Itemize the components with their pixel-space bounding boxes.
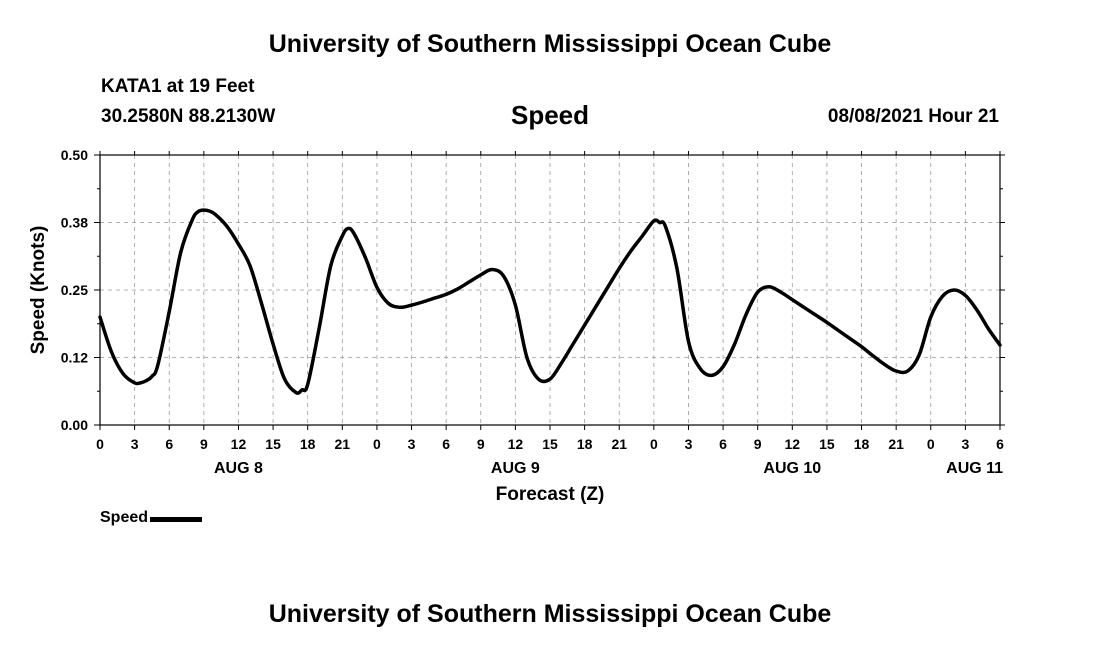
x-tick-label: 18 xyxy=(854,436,870,452)
legend-label: Speed xyxy=(100,509,149,526)
x-tick-label: 6 xyxy=(996,436,1004,452)
ticks-layer xyxy=(94,151,1005,430)
x-tick-label: 15 xyxy=(542,436,558,452)
org-title-bottom: University of Southern Mississippi Ocean… xyxy=(268,600,832,628)
y-tick-label: 0.38 xyxy=(61,215,88,231)
legend-line-swatch xyxy=(150,516,203,522)
x-tick-label: 21 xyxy=(611,436,627,452)
x-tick-label: 9 xyxy=(477,436,485,452)
x-tick-label: 18 xyxy=(577,436,593,452)
x-tick-label: 21 xyxy=(888,436,904,452)
x-tick-label: 0 xyxy=(650,436,658,452)
datetime-label: 08/08/2021 Hour 21 xyxy=(827,106,999,127)
x-tick-label: 15 xyxy=(265,436,281,452)
series-line-speed xyxy=(98,208,1002,395)
x-tick-label: 9 xyxy=(200,436,208,452)
y-axis-title: Speed (Knots) xyxy=(28,226,49,355)
x-tick-label: 6 xyxy=(165,436,173,452)
x-tick-label: 6 xyxy=(719,436,727,452)
x-tick-label: 3 xyxy=(685,436,693,452)
legend: Speed xyxy=(100,509,203,527)
x-tick-label: 0 xyxy=(96,436,104,452)
x-axis-title: Forecast (Z) xyxy=(496,484,605,505)
day-label: AUG 10 xyxy=(763,460,821,477)
x-tick-label: 15 xyxy=(819,436,835,452)
x-tick-label: 3 xyxy=(408,436,416,452)
x-tick-label: 9 xyxy=(754,436,762,452)
x-tick-label: 0 xyxy=(927,436,935,452)
x-tick-label: 18 xyxy=(300,436,316,452)
day-label: AUG 8 xyxy=(214,460,263,477)
y-tick-label: 0.00 xyxy=(61,417,88,433)
x-tick-label: 3 xyxy=(961,436,969,452)
chart-title: Speed xyxy=(510,100,590,130)
coords-label: 30.2580N 88.2130W xyxy=(101,106,276,127)
plot-frame xyxy=(99,154,1001,426)
y-tick-label: 0.25 xyxy=(61,282,88,298)
org-title-top: University of Southern Mississippi Ocean… xyxy=(268,30,832,58)
x-tick-label: 12 xyxy=(231,436,247,452)
grid-layer xyxy=(100,155,1000,425)
x-tick-label: 6 xyxy=(442,436,450,452)
y-tick-label: 0.12 xyxy=(61,350,88,366)
x-tick-label: 21 xyxy=(335,436,351,452)
x-tick-label: 12 xyxy=(785,436,801,452)
x-tick-label: 0 xyxy=(373,436,381,452)
x-tick-label: 12 xyxy=(508,436,524,452)
day-label: AUG 11 xyxy=(946,460,1003,477)
label-layer: 0 3 6 9 12 15 18 21 0 3 6 9 12 15 18 21 0 3 6 9 12 15 18 21 0 3 6 0… xyxy=(28,147,1004,505)
x-tick-label: 3 xyxy=(131,436,139,452)
y-tick-label: 0.50 xyxy=(61,147,88,163)
day-label: AUG 9 xyxy=(491,460,540,477)
station-label: KATA1 at 19 Feet xyxy=(101,76,255,97)
series-layer xyxy=(98,208,1002,395)
